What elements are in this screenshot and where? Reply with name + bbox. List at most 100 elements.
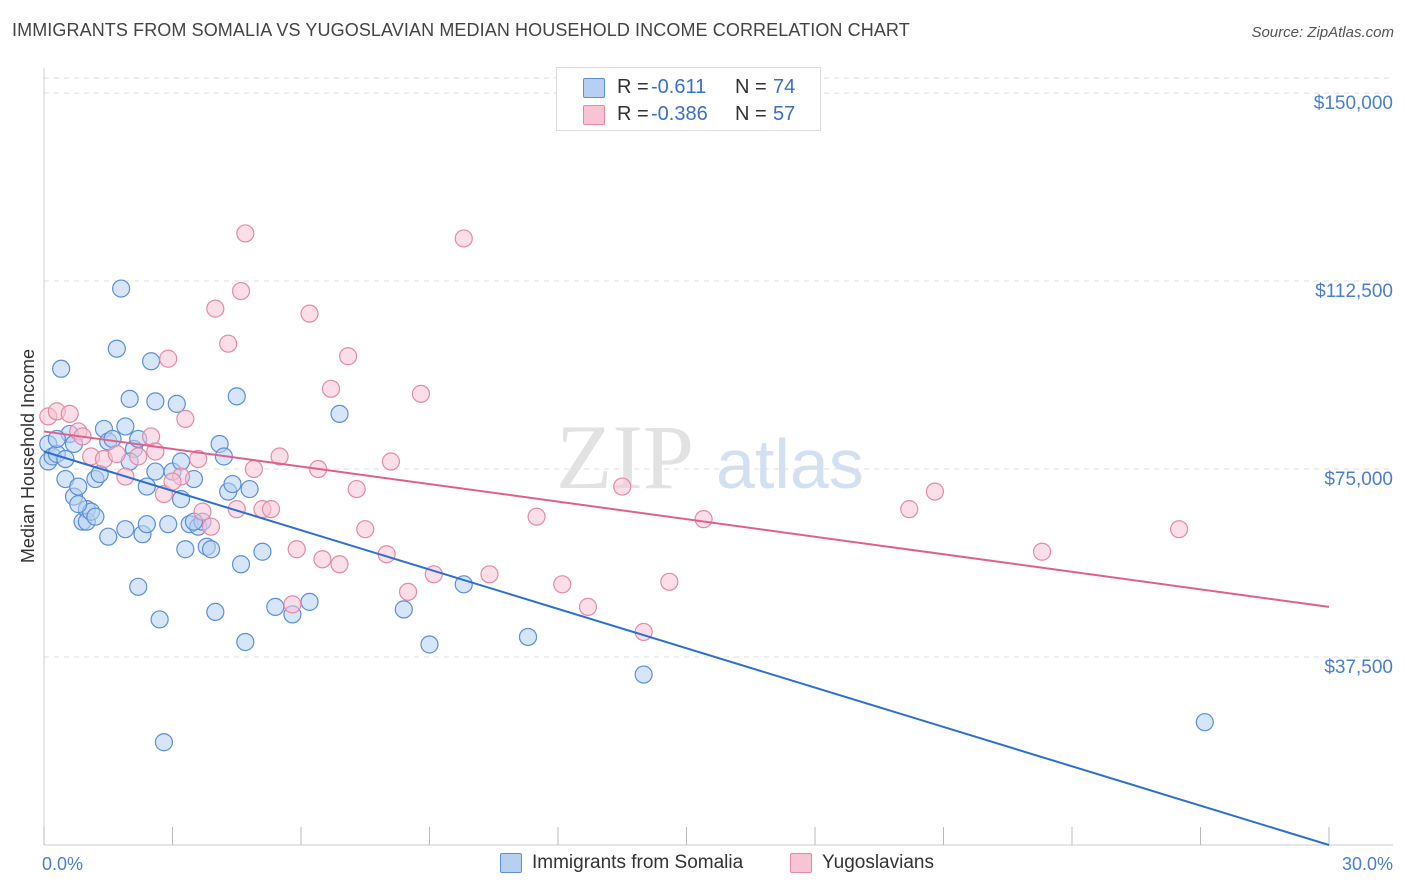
somalia-point-29	[137, 515, 156, 534]
yugoslavian-point-54	[1169, 520, 1189, 539]
y-tick-label-3: $150,000	[1314, 93, 1393, 114]
yugoslavian-point-13	[159, 349, 178, 368]
bottom-legend-swatch-yugoslavians	[790, 853, 812, 873]
y-tick-label-0: $37,500	[1324, 657, 1393, 678]
yugoslavian-point-29	[300, 304, 319, 323]
somalia-point-20	[103, 429, 122, 449]
yugoslavian-point-18	[201, 517, 221, 536]
somalia-point-55	[253, 542, 272, 561]
watermark: ZIP atlas	[556, 406, 864, 508]
somalia-point-65	[1195, 713, 1214, 732]
legend-r-label: R =	[617, 103, 649, 125]
somalia-point-34	[154, 733, 174, 752]
somalia-point-59	[330, 404, 349, 423]
bottom-legend-label-yugoslavians: Yugoslavians	[822, 852, 934, 873]
yugoslavian-point-36	[356, 520, 375, 539]
yugoslavian-point-17	[193, 502, 212, 521]
yugoslavian-point-43	[480, 565, 499, 584]
somalia-point-22	[111, 279, 131, 298]
yugoslavian-point-22	[231, 281, 251, 301]
somalia-point-51	[227, 387, 246, 406]
yugoslavian-point-33	[330, 555, 349, 574]
yugoslavian-point-34	[339, 347, 358, 366]
somalia-point-58	[300, 592, 319, 611]
chart-source: Source: ZipAtlas.com	[1251, 24, 1394, 41]
somalia-point-21	[107, 339, 126, 358]
somalia-point-37	[167, 394, 186, 413]
yugoslavian-point-21	[227, 500, 246, 519]
somalia-point-60	[394, 600, 413, 619]
somalia-point-50	[223, 474, 242, 494]
chart-title: IMMIGRANTS FROM SOMALIA VS YUGOSLAVIAN M…	[12, 20, 910, 40]
somalia-point-32	[146, 462, 165, 481]
legend-n-label: N =	[735, 103, 767, 125]
bottom-legend-swatch-somalia	[500, 853, 522, 873]
somalia-point-62	[454, 575, 473, 594]
yugoslavian-point-39	[398, 582, 418, 601]
yugoslavian-point-32	[321, 379, 341, 398]
somalia-point-52	[231, 555, 251, 574]
somalia-point-45	[201, 540, 221, 559]
yugoslavian-point-20	[219, 334, 238, 353]
correlation-legend: R = -0.611 N = 74 R = -0.386 N = 57	[556, 67, 821, 131]
y-tick-label-1: $75,000	[1324, 469, 1393, 490]
yugoslavian-point-16	[189, 449, 208, 469]
somalia-point-61	[420, 635, 439, 654]
somalia-point-72	[116, 520, 135, 539]
y-tick-label-2: $112,500	[1315, 281, 1393, 302]
yugoslavian-point-55	[283, 595, 302, 614]
y-tick-labels: $37,500 $75,000 $112,500 $150,000	[1314, 93, 1393, 678]
somalia-point-56	[266, 597, 285, 616]
yugoslavian-point-23	[236, 224, 255, 243]
yugoslavian-point-52	[925, 482, 945, 501]
yugoslavian-point-44	[527, 507, 546, 526]
yugoslavian-point-31	[313, 550, 332, 569]
somalia-point-27	[129, 577, 148, 596]
yugoslavian-point-9	[129, 447, 148, 466]
yugoslavian-point-24	[244, 459, 263, 479]
x-tick-label-min: 0.0%	[42, 854, 83, 874]
somalia-point-24	[120, 389, 139, 408]
yugoslavian-point-38	[381, 452, 401, 471]
legend-n-value-somalia: 74	[773, 76, 796, 98]
x-tick-marks	[43, 827, 1330, 845]
somalia-point-64	[634, 665, 653, 684]
watermark-atlas: atlas	[716, 425, 864, 503]
legend-n-value-yugoslavians: 57	[773, 103, 796, 125]
yugoslavian-point-45	[553, 575, 572, 594]
somalia-point-19	[99, 527, 118, 546]
yugoslavian-point-40	[411, 384, 431, 403]
somalia-point-53	[236, 632, 255, 652]
yugoslavian-point-26	[261, 500, 281, 519]
somalia-point-23	[116, 417, 135, 436]
yugoslavian-point-27	[270, 447, 289, 466]
yugoslavian-point-28	[287, 540, 306, 559]
somalia-points	[39, 279, 1214, 752]
somalia-point-46	[206, 602, 225, 622]
legend-swatch-somalia	[583, 78, 605, 98]
yugoslavian-point-10	[141, 427, 161, 446]
yugoslavian-point-51	[900, 500, 919, 519]
somalia-point-33	[150, 610, 169, 629]
somalia-point-31	[146, 392, 165, 411]
somalia-point-63	[518, 627, 538, 647]
legend-n-label: N =	[735, 76, 767, 98]
yugoslavian-trend-line	[43, 430, 1330, 608]
somalia-point-54	[240, 479, 259, 499]
yugoslavian-point-2	[60, 404, 79, 423]
yugoslavian-point-53	[1032, 542, 1052, 561]
somalia-point-4	[52, 359, 71, 378]
yugoslavian-point-49	[660, 572, 679, 591]
yugoslavian-point-46	[578, 597, 598, 616]
yugoslavian-point-42	[454, 229, 473, 248]
somalia-point-10	[69, 477, 88, 496]
legend-swatch-yugoslavians	[583, 105, 605, 125]
yugoslavian-point-7	[107, 444, 126, 464]
legend-r-value-yugoslavians: -0.386	[651, 103, 708, 125]
yugoslavian-point-56	[163, 472, 182, 491]
y-axis-label: Median Household Income	[18, 349, 38, 563]
x-tick-label-max: 30.0%	[1342, 854, 1393, 874]
legend-r-value-somalia: -0.611	[651, 76, 707, 98]
somalia-point-39	[176, 540, 195, 559]
